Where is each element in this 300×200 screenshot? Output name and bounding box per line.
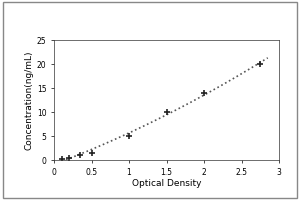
X-axis label: Optical Density: Optical Density	[132, 179, 201, 188]
Y-axis label: Concentration(ng/mL): Concentration(ng/mL)	[25, 50, 34, 150]
